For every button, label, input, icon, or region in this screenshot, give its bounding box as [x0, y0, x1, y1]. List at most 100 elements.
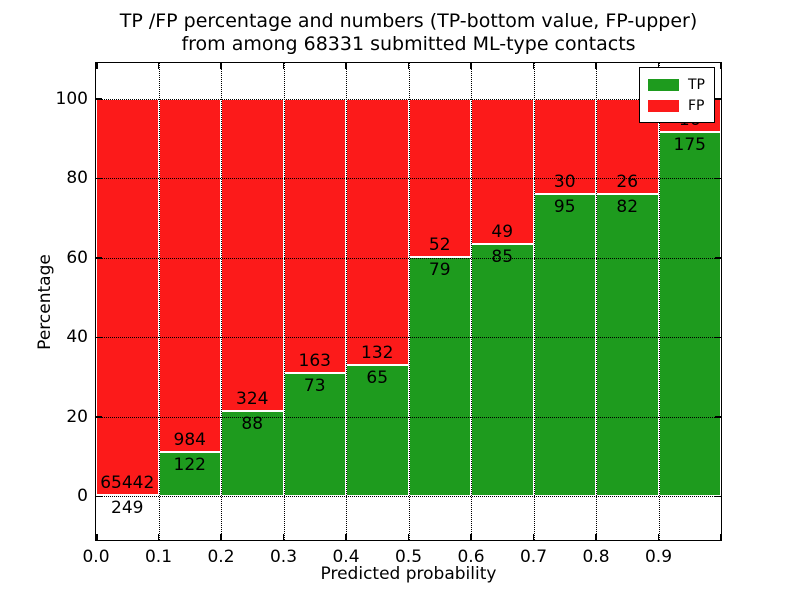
bar-fp-segment [346, 98, 409, 366]
tp-count-label: 85 [491, 247, 514, 268]
y-tick-mark [96, 495, 102, 498]
tp-count-label: 249 [111, 497, 144, 518]
fp-count-label: 52 [428, 234, 451, 255]
gridline-vertical [346, 63, 347, 540]
x-tick-mark [345, 534, 347, 540]
bar-fp-segment [96, 98, 159, 495]
plot-area: TP FP 65442 249 984 122 324 88 163 73 132 65 52 79 49… [95, 62, 722, 541]
bar-tp-segment [533, 194, 596, 497]
bar-tp-segment [408, 256, 471, 497]
gridline-vertical [471, 63, 472, 540]
gridline-vertical [158, 63, 160, 540]
fp-count-label: 324 [236, 389, 269, 410]
bar-tp-segment [658, 132, 721, 497]
gridline-vertical [221, 63, 222, 540]
x-tick-mark [345, 63, 347, 69]
x-tick-label: 0.8 [582, 547, 610, 567]
bar-fp-segment [283, 98, 346, 374]
bar-tp-segment [283, 373, 346, 497]
bar-fp-segment [221, 98, 284, 412]
tp-count-label: 65 [366, 368, 389, 389]
x-tick-label: 0.9 [644, 547, 673, 567]
x-tick-mark [532, 63, 535, 69]
tp-count-label: 73 [303, 376, 326, 397]
y-tick-mark [715, 495, 721, 498]
y-tick-mark [715, 416, 721, 418]
bar-tp-segment [471, 244, 534, 497]
y-tick-label: 80 [66, 168, 88, 189]
legend-item: TP [648, 74, 705, 95]
x-tick-label: 0.2 [207, 547, 235, 567]
bar-tp-segment [158, 452, 221, 497]
bar-fp-segment [158, 98, 221, 453]
x-tick-mark [470, 63, 472, 69]
fp-count-label: 26 [616, 172, 639, 193]
bar-tp-segment [596, 194, 659, 497]
x-tick-mark [407, 63, 410, 69]
y-tick-mark [96, 177, 102, 180]
x-tick-mark [657, 534, 660, 540]
y-tick-label: 100 [55, 88, 88, 109]
y-tick-label: 60 [66, 247, 88, 268]
tp-count-label: 88 [241, 414, 264, 435]
x-tick-mark [657, 63, 660, 69]
x-tick-mark [96, 63, 98, 69]
y-tick-mark [715, 336, 721, 339]
legend-item: FP [648, 95, 705, 116]
chart-title: TP /FP percentage and numbers (TP-bottom… [96, 10, 721, 56]
fp-count-label: 163 [298, 351, 331, 372]
gridline-vertical [533, 63, 535, 540]
x-tick-mark [282, 63, 285, 69]
x-tick-mark [96, 534, 98, 540]
fp-count-label: 984 [173, 430, 206, 451]
x-tick-label: 0.5 [394, 547, 423, 567]
chart-title-line2: from among 68331 submitted ML-type conta… [181, 33, 636, 55]
x-tick-label: 0.7 [519, 547, 548, 567]
x-tick-mark [220, 534, 222, 540]
bar-fp-segment [533, 98, 596, 195]
y-tick-label: 20 [66, 406, 88, 427]
x-tick-mark [532, 534, 535, 540]
x-tick-mark [282, 534, 285, 540]
gridline-vertical [283, 63, 285, 540]
x-tick-label: 0.4 [332, 547, 360, 567]
y-tick-mark [96, 336, 102, 339]
x-tick-label: 0.6 [457, 547, 485, 567]
y-tick-label: 40 [66, 327, 88, 348]
x-tick-mark [595, 63, 597, 69]
x-axis-label: Predicted probability [320, 564, 497, 584]
x-tick-mark [595, 534, 597, 540]
x-tick-label: 0.0 [82, 547, 110, 567]
legend-label: FP [688, 97, 705, 114]
x-tick-label: 0.3 [269, 547, 298, 567]
tp-count-label: 122 [173, 455, 206, 476]
fp-count-label: 30 [553, 172, 576, 193]
x-tick-mark [470, 534, 472, 540]
x-tick-mark [407, 534, 410, 540]
y-tick-mark [96, 416, 102, 418]
tp-count-label: 175 [673, 135, 706, 156]
gridline-vertical [596, 63, 597, 540]
x-tick-mark [719, 534, 721, 540]
gridline-vertical [658, 63, 660, 540]
legend-label: TP [688, 76, 705, 93]
tp-legend-swatch-icon [648, 78, 679, 91]
y-tick-mark [96, 98, 102, 100]
gridline-vertical [408, 63, 410, 540]
x-tick-mark [220, 63, 222, 69]
tp-count-label: 95 [553, 197, 576, 218]
fp-legend-swatch-icon [648, 99, 679, 112]
y-tick-mark [715, 257, 721, 259]
y-tick-label: 0 [77, 486, 88, 507]
bar-tp-segment [346, 365, 409, 497]
x-tick-label: 0.1 [144, 547, 173, 567]
x-tick-mark [157, 534, 160, 540]
bar-fp-segment [471, 98, 534, 245]
fp-count-label: 49 [491, 222, 514, 243]
chart-title-line1: TP /FP percentage and numbers (TP-bottom… [119, 10, 698, 32]
fp-count-label: 65442 [100, 472, 155, 493]
y-tick-mark [715, 177, 721, 180]
x-tick-mark [719, 63, 721, 69]
x-tick-mark [157, 63, 160, 69]
